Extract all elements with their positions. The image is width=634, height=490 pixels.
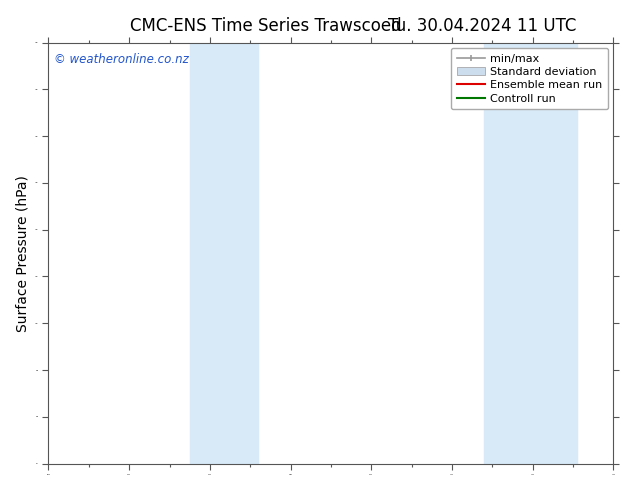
Legend: min/max, Standard deviation, Ensemble mean run, Controll run: min/max, Standard deviation, Ensemble me…	[451, 48, 608, 109]
Bar	[190, 43, 258, 464]
Bar	[484, 43, 577, 464]
Text: © weatheronline.co.nz: © weatheronline.co.nz	[54, 53, 189, 66]
Text: CMC-ENS Time Series Trawscoed: CMC-ENS Time Series Trawscoed	[131, 17, 402, 35]
Y-axis label: Surface Pressure (hPa): Surface Pressure (hPa)	[15, 174, 29, 332]
Text: Tu. 30.04.2024 11 UTC: Tu. 30.04.2024 11 UTC	[387, 17, 576, 35]
